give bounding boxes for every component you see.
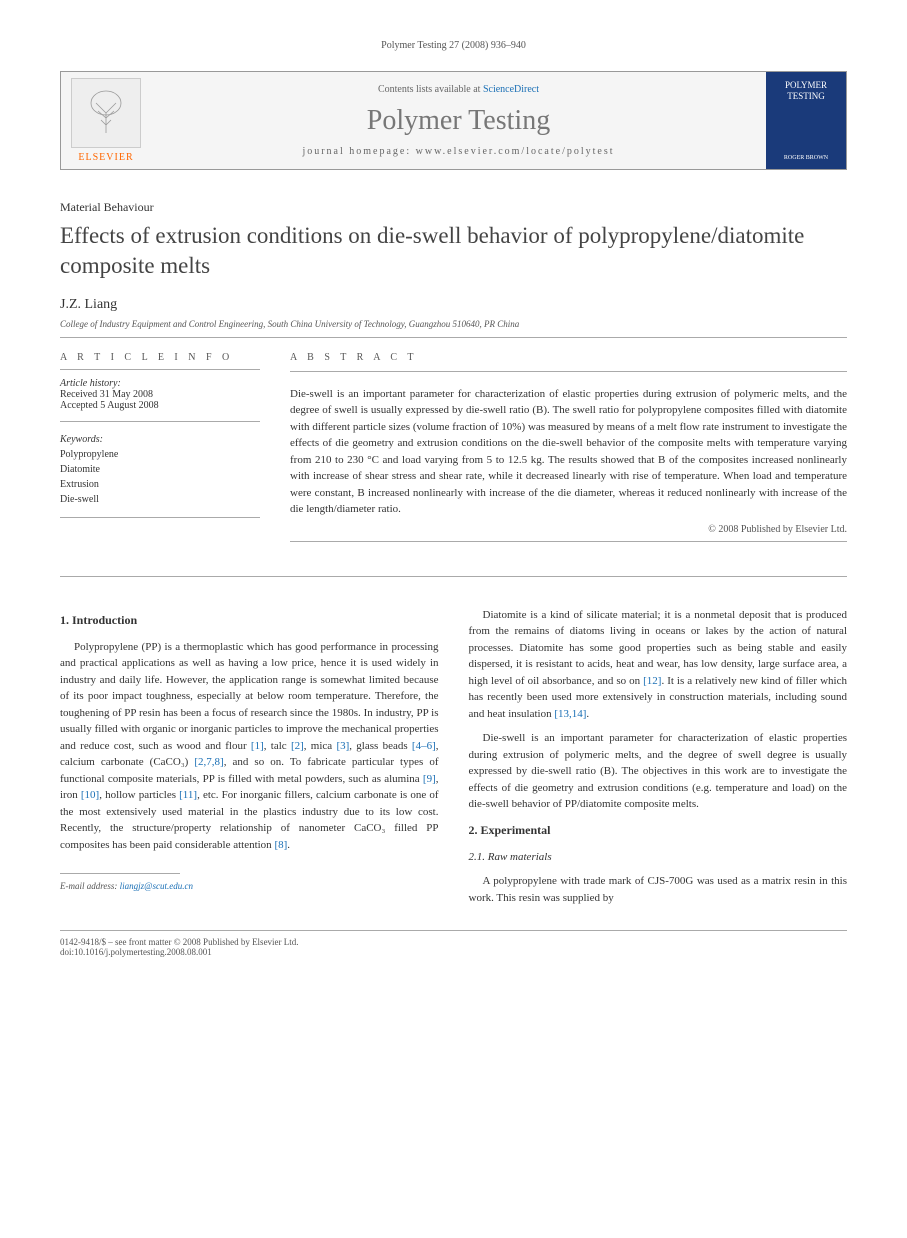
history-label: Article history: [60,378,260,389]
keyword: Diatomite [60,462,260,477]
section-heading-experimental: 2. Experimental [469,821,848,839]
journal-homepage: journal homepage: www.elsevier.com/locat… [161,146,756,157]
article-section-label: Material Behaviour [60,200,847,215]
corresponding-footnote: E-mail address: liangjz@scut.edu.cn [60,880,439,894]
cover-editor: ROGER BROWN [770,155,842,161]
info-abstract-row: A R T I C L E I N F O Article history: R… [60,352,847,556]
section-heading-introduction: 1. Introduction [60,611,439,629]
abstract-heading: A B S T R A C T [290,352,847,363]
body-two-column: 1. Introduction Polypropylene (PP) is a … [60,607,847,915]
received-date: Received 31 May 2008 [60,389,260,400]
abstract-text: Die-swell is an important parameter for … [290,386,847,518]
body-column-left: 1. Introduction Polypropylene (PP) is a … [60,607,439,915]
article-title: Effects of extrusion conditions on die-s… [60,221,847,281]
sciencedirect-link[interactable]: ScienceDirect [483,84,539,95]
divider [290,371,847,372]
author-email-link[interactable]: liangjz@scut.edu.cn [120,881,193,891]
citation-link[interactable]: [8] [274,839,287,851]
keywords-label: Keywords: [60,432,260,447]
keyword: Die-swell [60,492,260,507]
body-column-right: Diatomite is a kind of silicate material… [469,607,848,915]
elsevier-tree-icon [71,78,141,148]
citation-link[interactable]: [2] [291,740,304,752]
masthead-center: Contents lists available at ScienceDirec… [151,72,766,169]
citation-link[interactable]: [1] [251,740,264,752]
cover-title: POLYMER TESTING [770,80,842,102]
author-name: J.Z. Liang [60,297,847,313]
article-history: Article history: Received 31 May 2008 Ac… [60,378,260,422]
footer-doi: doi:10.1016/j.polymertesting.2008.08.001 [60,947,847,957]
divider [290,541,847,542]
keywords-block: Keywords: Polypropylene Diatomite Extrus… [60,432,260,518]
running-header: Polymer Testing 27 (2008) 936–940 [60,40,847,51]
abstract-block: A B S T R A C T Die-swell is an importan… [290,352,847,556]
journal-cover: POLYMER TESTING ROGER BROWN [766,72,846,169]
page-footer: 0142-9418/$ – see front matter © 2008 Pu… [60,930,847,957]
journal-masthead: ELSEVIER Contents lists available at Sci… [60,71,847,170]
email-label: E-mail address: [60,881,120,891]
citation-link[interactable]: [3] [336,740,349,752]
publisher-label: ELSEVIER [78,152,133,163]
keyword: Extrusion [60,477,260,492]
divider [60,337,847,338]
citation-link[interactable]: [13,14] [554,708,586,720]
body-paragraph: Die-swell is an important parameter for … [469,730,848,813]
divider [60,576,847,577]
citation-link[interactable]: [12] [643,675,661,687]
journal-name: Polymer Testing [161,105,756,137]
footer-copyright: 0142-9418/$ – see front matter © 2008 Pu… [60,937,847,947]
contents-available: Contents lists available at ScienceDirec… [161,84,756,95]
publisher-block: ELSEVIER [61,72,151,169]
citation-link[interactable]: [2,7,8] [194,756,223,768]
body-paragraph: Diatomite is a kind of silicate material… [469,607,848,723]
footnote-divider [60,873,180,874]
body-paragraph: A polypropylene with trade mark of CJS-7… [469,873,848,906]
subsection-heading-raw-materials: 2.1. Raw materials [469,849,848,866]
citation-link[interactable]: [10] [81,789,99,801]
citation-link[interactable]: [4–6] [412,740,436,752]
article-info-block: A R T I C L E I N F O Article history: R… [60,352,260,556]
citation-link[interactable]: [9] [423,773,436,785]
citation-link[interactable]: [11] [179,789,197,801]
author-affiliation: College of Industry Equipment and Contro… [60,319,847,329]
body-paragraph: Polypropylene (PP) is a thermoplastic wh… [60,639,439,854]
abstract-copyright: © 2008 Published by Elsevier Ltd. [290,524,847,535]
accepted-date: Accepted 5 August 2008 [60,400,260,411]
keyword: Polypropylene [60,447,260,462]
article-info-heading: A R T I C L E I N F O [60,352,260,370]
contents-prefix: Contents lists available at [378,84,483,95]
